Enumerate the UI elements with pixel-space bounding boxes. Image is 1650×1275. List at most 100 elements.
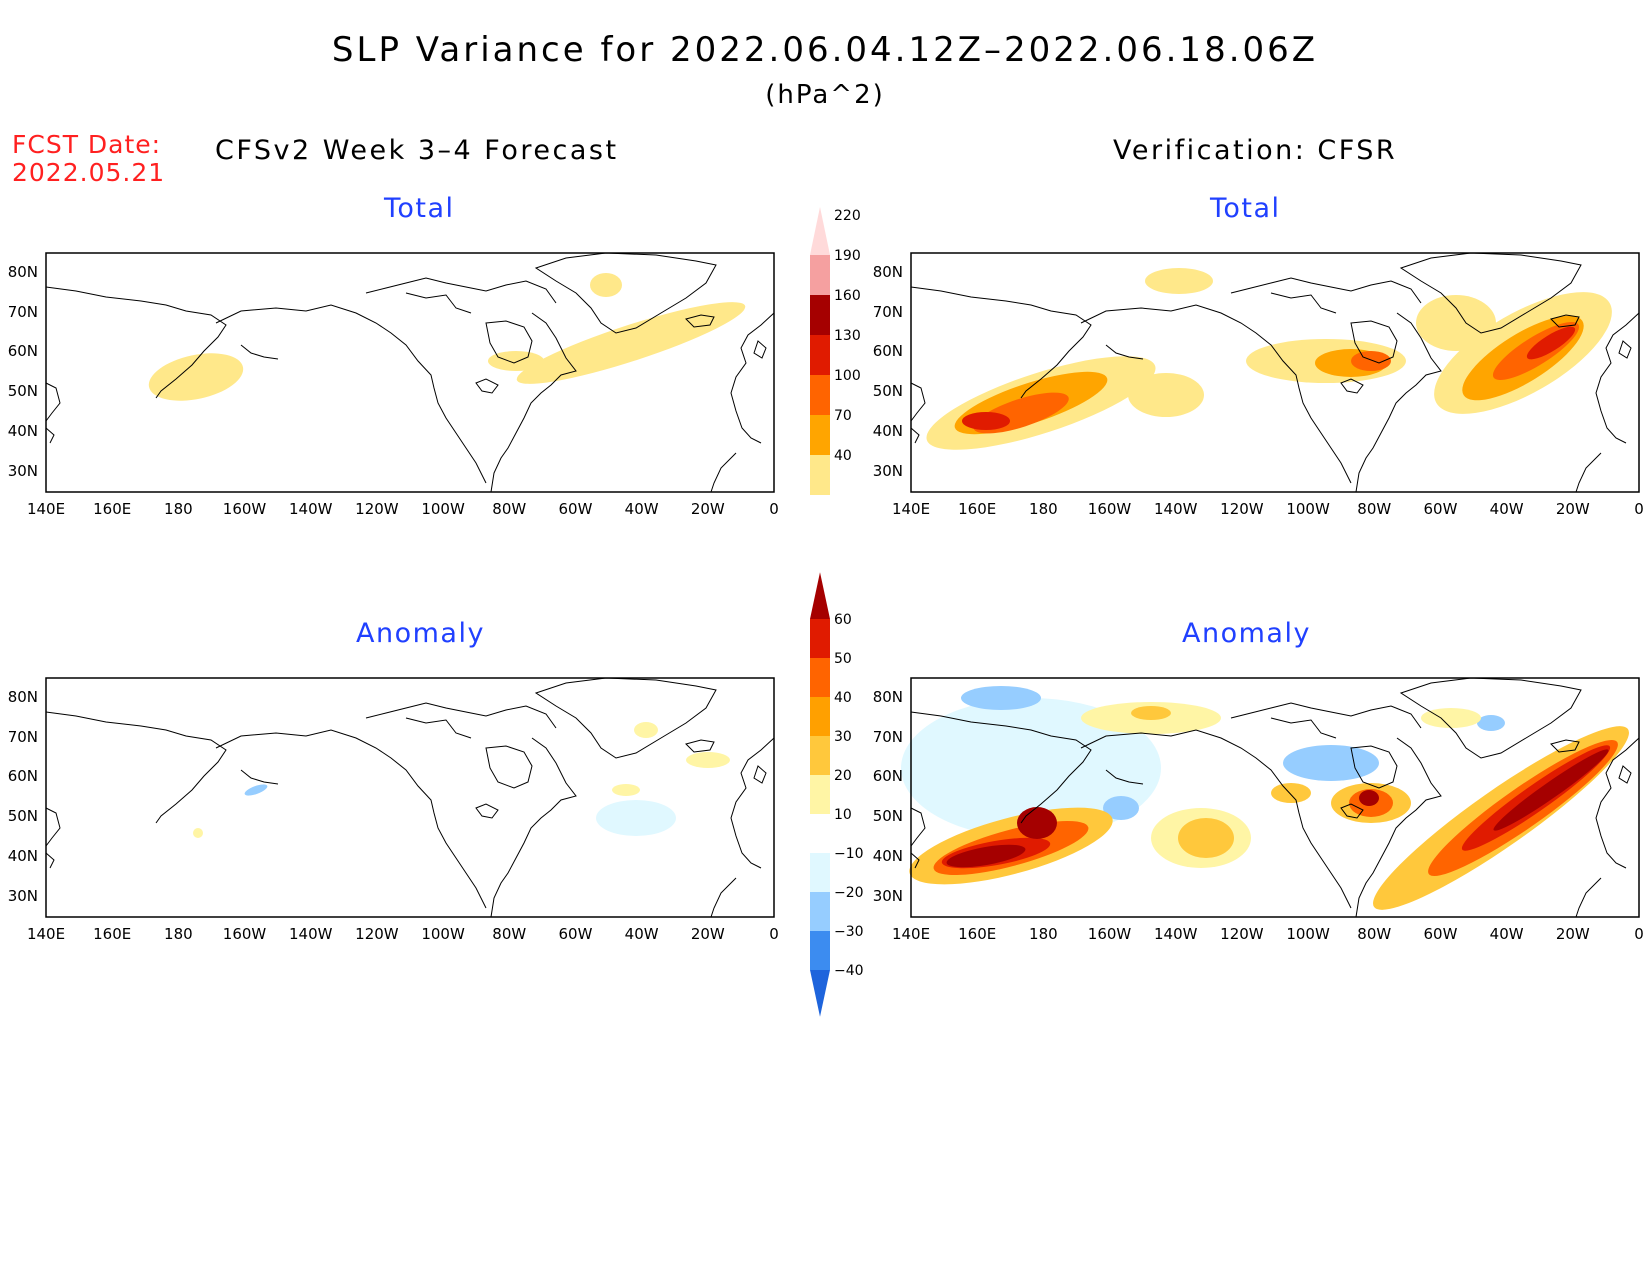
coastline-segment xyxy=(1080,304,1352,484)
shaded-region xyxy=(1421,708,1481,728)
lat-tick-label: 30N xyxy=(7,887,38,905)
lat-tick-label: 80N xyxy=(872,688,903,706)
coastline-segment xyxy=(45,807,61,847)
coastline-segment xyxy=(1595,312,1640,444)
lon-tick-label: 120W xyxy=(1220,925,1264,943)
shaded-region xyxy=(596,800,676,836)
coastline-segment xyxy=(45,711,227,824)
coastline-segment xyxy=(1355,737,1442,918)
shaded-region xyxy=(961,686,1041,710)
lon-tick-label: 40W xyxy=(624,925,659,943)
coastline-segment xyxy=(240,769,279,785)
colorbar-segment xyxy=(810,375,830,415)
coastline-segment xyxy=(910,382,926,422)
coastline-segment xyxy=(1230,277,1422,304)
lat-tick-label: 60N xyxy=(872,767,903,785)
colorbar-segment xyxy=(810,455,830,495)
colorbar-segment xyxy=(810,658,830,697)
lon-tick-label: 180 xyxy=(1029,925,1058,943)
coastline xyxy=(45,677,775,918)
lon-tick-label: 60W xyxy=(1423,500,1458,518)
map-panel-fcst-anomaly xyxy=(45,677,775,918)
lon-tick-label: 120W xyxy=(355,500,399,518)
coastline xyxy=(45,252,775,493)
lon-tick-label: 60W xyxy=(1423,925,1458,943)
coastline-segment xyxy=(1340,803,1364,819)
lat-tick-label: 70N xyxy=(7,303,38,321)
colorbar-label: 20 xyxy=(834,768,852,784)
colorbar-segment xyxy=(810,892,830,931)
lon-tick-label: 160E xyxy=(958,500,997,518)
shaded-region xyxy=(488,351,544,371)
lat-tick-label: 50N xyxy=(7,807,38,825)
colorbar-label: 40 xyxy=(834,448,852,464)
colorbar-segment xyxy=(810,697,830,736)
lon-tick-label: 140W xyxy=(1153,925,1198,943)
lon-tick-label: 40W xyxy=(1489,500,1524,518)
shaded-region xyxy=(1351,351,1391,371)
lat-tick-label: 50N xyxy=(7,382,38,400)
lon-tick-label: 160E xyxy=(93,500,132,518)
coastline-segment xyxy=(1618,340,1632,359)
coastline-segment xyxy=(910,852,920,869)
lat-tick-label: 50N xyxy=(872,382,903,400)
colorbar-label: 60 xyxy=(834,612,852,628)
coastline-segment xyxy=(45,427,55,444)
coastline-segment xyxy=(910,286,1092,399)
map-frame xyxy=(45,252,775,493)
lat-tick-label: 30N xyxy=(7,462,38,480)
colorbar-label: 160 xyxy=(834,288,861,304)
anomaly-shading xyxy=(901,686,1629,910)
map-frame xyxy=(910,252,1640,493)
shaded-region xyxy=(1128,373,1204,417)
colorbar-segment xyxy=(810,295,830,335)
lat-tick-label: 60N xyxy=(7,342,38,360)
coastline-segment xyxy=(1080,729,1352,909)
shaded-region xyxy=(516,302,746,384)
colorbar-segment xyxy=(810,736,830,775)
coastline-segment xyxy=(1230,702,1422,729)
lon-tick-label: 140W xyxy=(1153,500,1198,518)
lon-tick-label: 160W xyxy=(1087,925,1132,943)
map-panel-fcst-total xyxy=(45,252,775,493)
shaded-region xyxy=(1103,796,1139,820)
colorbar-label: −40 xyxy=(834,963,864,979)
lat-tick-label: 40N xyxy=(7,847,38,865)
coastline-segment xyxy=(910,711,1092,824)
colorbar-segment xyxy=(810,931,830,970)
fcst-date-value: 2022.05.21 xyxy=(12,158,166,187)
lon-tick-label: 100W xyxy=(421,500,465,518)
coastline-segment xyxy=(475,378,499,394)
coastline-segment xyxy=(405,717,472,739)
colorbar-label: −10 xyxy=(834,846,864,862)
lon-tick-label: 80W xyxy=(1357,925,1392,943)
lat-tick-label: 80N xyxy=(7,688,38,706)
coastline-segment xyxy=(685,314,715,328)
map-frame xyxy=(45,677,775,918)
shaded-region xyxy=(634,722,658,738)
lon-tick-label: 160E xyxy=(93,925,132,943)
shaded-region xyxy=(148,353,244,401)
lon-tick-label: 180 xyxy=(1029,500,1058,518)
shaded-region xyxy=(244,784,268,796)
figure-units: (hPa^2) xyxy=(765,80,885,110)
colorbar-label: −30 xyxy=(834,924,864,940)
coastline-segment xyxy=(45,382,61,422)
lon-tick-label: 80W xyxy=(1357,500,1392,518)
colorbar-segment xyxy=(810,335,830,375)
coastline-segment xyxy=(215,304,487,484)
map-panel-verif-anomaly xyxy=(901,677,1640,918)
lon-tick-label: 140E xyxy=(26,925,66,943)
colorbar-label: 50 xyxy=(834,651,852,667)
coastline-segment xyxy=(365,702,557,729)
colorbar-label: 30 xyxy=(834,729,852,745)
coastline-segment xyxy=(1355,312,1442,493)
shaded-region xyxy=(1271,783,1311,803)
colorbar-segment xyxy=(810,853,830,892)
lon-tick-label: 80W xyxy=(492,925,527,943)
coastline-segment xyxy=(475,803,499,819)
lat-tick-label: 40N xyxy=(872,422,903,440)
coastline-segment xyxy=(45,852,55,869)
shaded-region xyxy=(1017,807,1057,839)
lat-tick-label: 60N xyxy=(7,767,38,785)
